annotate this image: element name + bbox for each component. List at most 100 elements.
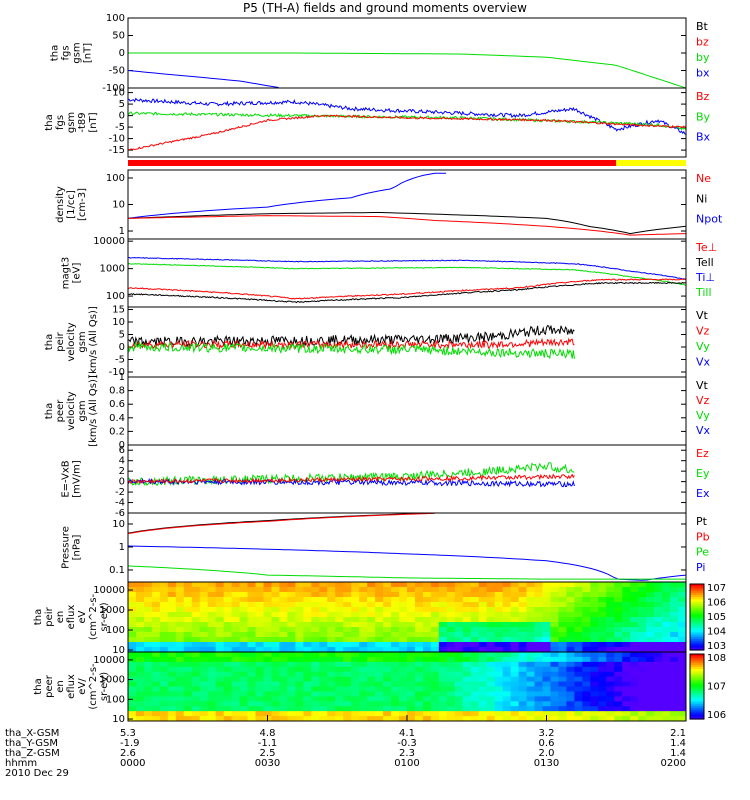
spectrogram-cell <box>598 587 607 593</box>
spectrogram-cell <box>391 691 400 697</box>
spectrogram-cell <box>335 656 344 663</box>
spectrogram-cell <box>566 637 575 643</box>
spectrogram-cell <box>446 696 456 702</box>
spectrogram-cell <box>287 637 296 643</box>
spectrogram-cell <box>295 592 304 598</box>
spectrogram-cell <box>319 627 328 633</box>
spectrogram-cell <box>462 647 472 652</box>
spectrogram-cell <box>151 647 161 652</box>
spectrogram-cell <box>223 597 233 603</box>
spectrogram-cell <box>534 612 544 618</box>
spectrogram-cell <box>422 612 432 618</box>
spectrogram-cell <box>646 706 655 712</box>
spectrogram-cell <box>574 622 583 628</box>
spectrogram-cell <box>128 681 137 688</box>
spectrogram-cell <box>550 686 560 693</box>
spectrogram-cell <box>414 622 424 628</box>
spectrogram-cell <box>247 627 257 633</box>
spectrogram-cell <box>670 647 679 652</box>
x-row-value: 2.3 <box>399 748 415 759</box>
spectrogram-cell <box>128 666 137 673</box>
spectrogram-cell <box>478 686 488 693</box>
spectrogram-cell <box>311 666 320 673</box>
spectrogram-cell <box>175 701 185 707</box>
spectrogram-cell <box>478 642 488 648</box>
spectrogram-cell <box>454 602 464 608</box>
spectrogram-cell <box>191 686 201 693</box>
spectrogram-cell <box>614 666 623 673</box>
spectrogram-cell <box>271 706 281 712</box>
spectrogram-cell <box>167 711 177 717</box>
spectrogram-cell <box>470 686 480 693</box>
spectrogram-cell <box>167 617 177 623</box>
spectrogram-cell <box>239 681 249 688</box>
spectrogram-cell <box>446 622 456 628</box>
spectrogram-cell <box>303 696 312 702</box>
spectrogram-cell <box>518 627 528 633</box>
spectrogram-cell <box>558 661 568 668</box>
spectrogram-cell <box>470 716 480 721</box>
spectrogram-cell <box>343 632 352 638</box>
spectrogram-cell <box>399 582 408 588</box>
spectrogram-cell <box>191 696 201 702</box>
spectrogram-cell <box>271 602 281 608</box>
spectrogram-cell <box>143 681 153 688</box>
spectrogram-cell <box>486 647 496 652</box>
spectrogram-cell <box>646 642 655 648</box>
spectrogram-cell <box>470 627 480 633</box>
colorbar-cell <box>690 597 704 600</box>
spectrogram-cell <box>271 652 281 658</box>
colorbar-cell <box>690 584 704 587</box>
spectrogram-cell <box>654 607 663 613</box>
spectrogram-cell <box>223 637 233 643</box>
spectrogram-cell <box>183 666 193 673</box>
spectrogram-cell <box>175 661 185 668</box>
spectrogram-cell <box>135 617 145 623</box>
spectrogram-cell <box>670 642 679 648</box>
spectrogram-cell <box>143 661 153 668</box>
spectrogram-cell <box>670 686 679 693</box>
spectrogram-cell <box>486 716 496 721</box>
spectrogram-cell <box>518 622 528 628</box>
spectrogram-cell <box>351 597 360 603</box>
spectrogram-cell <box>574 706 583 712</box>
spectrogram-cell <box>247 711 257 717</box>
spectrogram-cell <box>383 617 392 623</box>
spectrogram-cell <box>582 607 591 613</box>
spectrogram-cell <box>311 597 320 603</box>
spectrogram-cell <box>279 656 289 663</box>
spectrogram-cell <box>430 602 440 608</box>
spectrogram-cell <box>574 666 583 673</box>
spectrogram-cell <box>175 686 185 693</box>
spectrogram-cell <box>574 676 583 683</box>
spectrogram-cell <box>622 711 631 717</box>
spectrogram-cell <box>367 582 376 588</box>
spectrogram-cell <box>359 622 368 628</box>
y-axis-label: magt3[eV] <box>61 257 83 290</box>
spectrogram-cell <box>582 681 591 688</box>
spectrogram-cell <box>574 681 583 688</box>
spectrogram-cell <box>638 681 647 688</box>
spectrogram-cell <box>462 602 472 608</box>
spectrogram-cell <box>239 656 249 663</box>
spectrogram-cell <box>590 652 599 658</box>
spectrogram-cell <box>446 691 456 697</box>
y-axis-label-line: tha <box>50 45 61 61</box>
spectrogram-cell <box>614 632 623 638</box>
legend-Ey: Ey <box>696 467 710 480</box>
spectrogram-cell <box>159 617 169 623</box>
spectrogram-cell <box>454 617 464 623</box>
spectrogram-cell <box>502 592 512 598</box>
y-tick-label: 10000 <box>93 655 125 666</box>
spectrogram-cell <box>351 627 360 633</box>
spectrogram-cell <box>470 711 480 717</box>
spectrogram-cell <box>446 681 456 688</box>
spectrogram-cell <box>143 637 153 643</box>
spectrogram-cell <box>414 637 424 643</box>
spectrogram-cell <box>670 676 679 683</box>
spectrogram-cell <box>574 627 583 633</box>
spectrogram-cell <box>614 711 623 717</box>
colorbar-tick-label: 107 <box>707 583 726 594</box>
y-axis-label-line: tha <box>44 334 55 350</box>
spectrogram-cell <box>518 711 528 717</box>
